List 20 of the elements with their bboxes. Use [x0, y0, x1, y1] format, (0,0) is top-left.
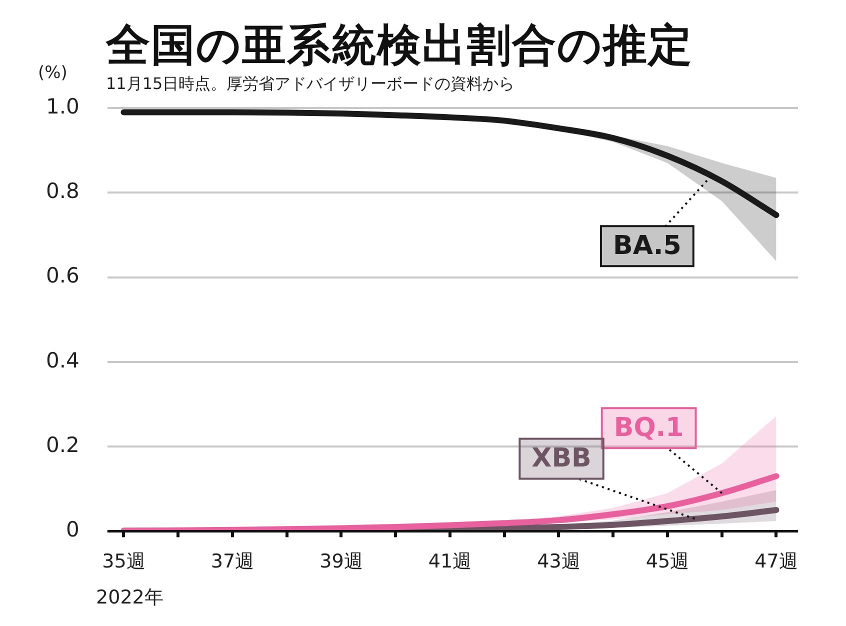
x-tick-label: 35週 — [102, 550, 146, 573]
chart-title: 全国の亜系統検出割合の推定 — [106, 19, 693, 73]
y-tick-label: 1.0 — [46, 94, 80, 118]
y-tick-label: 0.4 — [46, 348, 80, 372]
y-tick-label: 0.2 — [46, 433, 80, 458]
y-tick-label: 0.8 — [46, 179, 80, 204]
x-tick-label: 37週 — [210, 550, 254, 573]
x-tick-label: 47週 — [754, 550, 798, 573]
y-tick-label: 0 — [66, 518, 80, 542]
text: XBB — [532, 443, 592, 474]
x-tick-label: 45週 — [646, 550, 690, 573]
chart-subtitle: 11月15日時点。厚労省アドバイザリーボードの資料から — [106, 74, 515, 95]
text: BQ.1 — [614, 412, 684, 443]
x-tick-label: 39週 — [320, 550, 363, 573]
y-tick-label: 0.6 — [46, 264, 80, 288]
text: 2022年 — [96, 586, 164, 609]
x-tick-label: 41週 — [428, 550, 472, 573]
x-tick-label: 43週 — [537, 550, 580, 573]
legend-label: BA.5 — [612, 230, 682, 261]
y-axis-title: (%) — [38, 63, 68, 83]
